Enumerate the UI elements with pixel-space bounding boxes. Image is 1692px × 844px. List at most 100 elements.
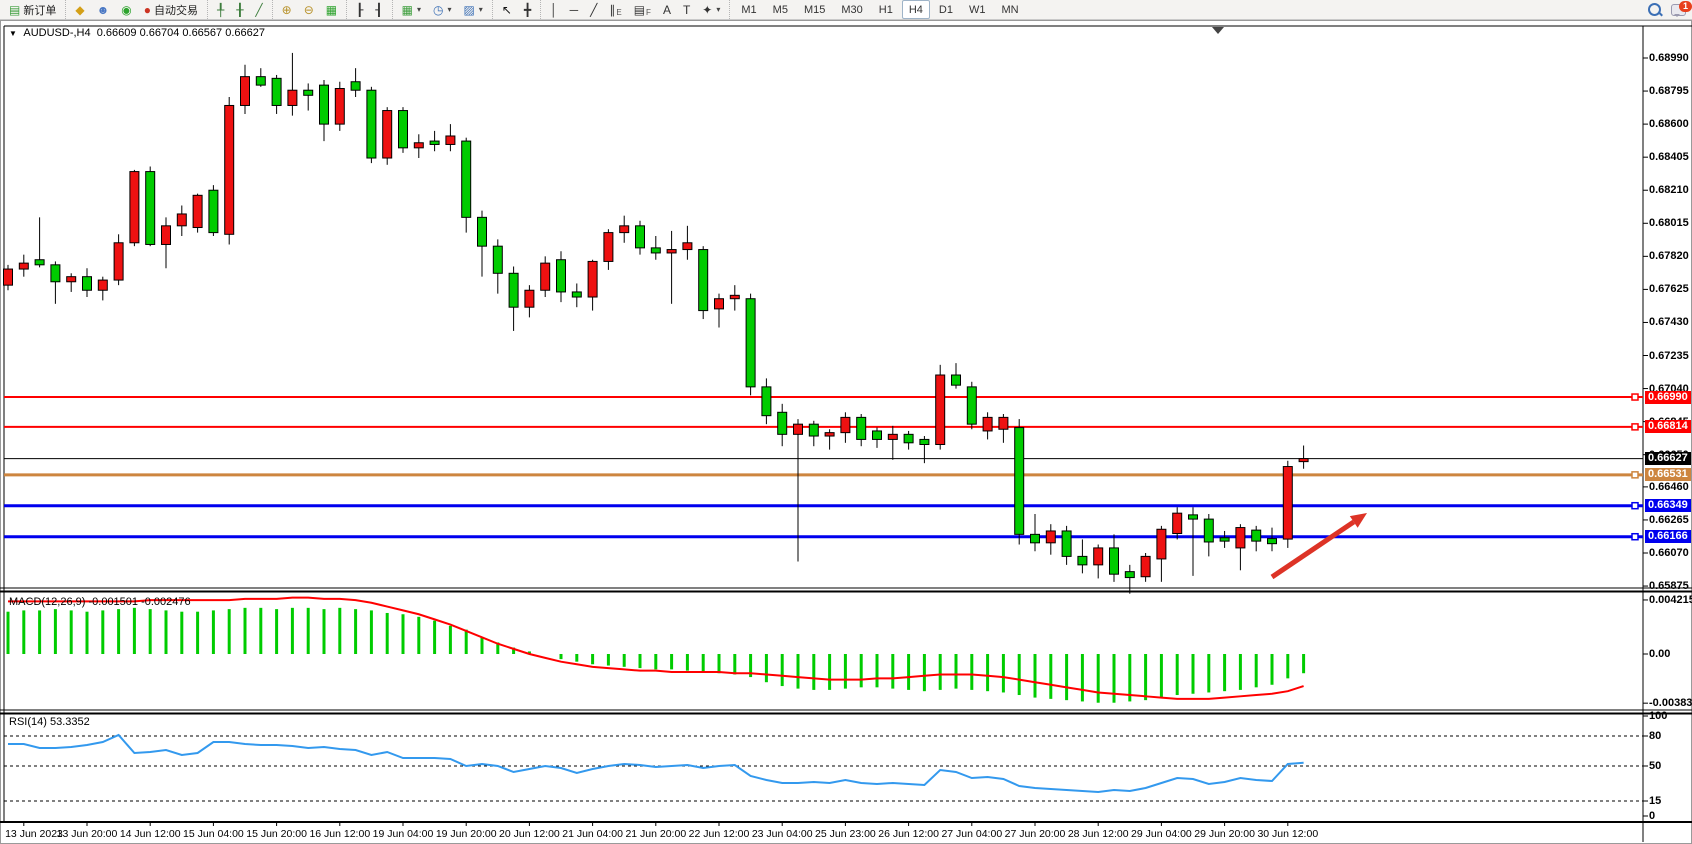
- rsi-label: RSI(14) 53.3352: [9, 716, 90, 728]
- timeframe-d1-button[interactable]: D1: [938, 3, 953, 16]
- price-tick-label: 0.65875: [1649, 580, 1689, 593]
- rsi-axis-label: 80: [1649, 730, 1662, 742]
- chart-shift-button[interactable]: ┨: [370, 0, 387, 19]
- rsi-line: [8, 733, 1304, 794]
- bar-low: 0.66567: [182, 27, 223, 39]
- vertical-line-tool-icon: │: [550, 2, 558, 17]
- equidistant-channel-tool-button[interactable]: ∥ E: [604, 0, 626, 19]
- zoom-out-button[interactable]: ⊖: [299, 0, 319, 19]
- symbol-title: ▼ AUDUSD-,H4 0.66609 0.66704 0.66567 0.6…: [9, 27, 265, 39]
- timeframe-m1-button[interactable]: M1: [741, 3, 757, 16]
- candle-9: [145, 171, 156, 245]
- profile-button[interactable]: ☻: [92, 0, 115, 19]
- auto-trading-button[interactable]: ● 自动交易: [139, 0, 203, 19]
- timeframe-w1-button[interactable]: W1: [968, 3, 986, 16]
- candle-42: [666, 249, 677, 254]
- cursor-tool-button[interactable]: ↖: [497, 0, 517, 19]
- candle-61: [966, 386, 977, 425]
- candle-4: [66, 276, 77, 283]
- chart-periods-button[interactable]: ◷ ▾: [428, 0, 457, 19]
- trendline-tool-button[interactable]: ╱: [585, 0, 602, 19]
- search-icon[interactable]: [1648, 3, 1661, 16]
- horizontal-line-0.66349[interactable]: [4, 501, 1643, 510]
- vertical-line-tool-button[interactable]: │: [545, 0, 563, 19]
- zoom-in-button[interactable]: ⊕: [277, 0, 297, 19]
- text-label-tool-button[interactable]: T: [678, 0, 695, 19]
- timeframe-m15-button[interactable]: M15: [803, 3, 826, 16]
- horizontal-line-0.66166[interactable]: [4, 532, 1643, 541]
- time-tick-label: 20 Jun 12:00: [499, 828, 560, 840]
- crosshair-tool-button[interactable]: ╋: [519, 0, 536, 19]
- notifications-icon[interactable]: 1: [1671, 0, 1692, 17]
- symbol-dropdown-icon[interactable]: ▼: [9, 29, 17, 38]
- candle-38: [603, 232, 614, 262]
- tile-windows-button[interactable]: ▦: [321, 0, 342, 19]
- candle-57: [903, 433, 914, 444]
- chart-shift-marker[interactable]: [1212, 27, 1224, 34]
- notification-badge: 1: [1679, 0, 1692, 12]
- candle-58: [919, 438, 930, 446]
- candle-68: [1077, 555, 1088, 566]
- price-tick-label: 0.66070: [1649, 546, 1689, 559]
- horizontal-line-0.66814[interactable]: [4, 423, 1643, 431]
- candle-39: [619, 225, 630, 234]
- macd-pane[interactable]: [6, 596, 1306, 703]
- arrows-tool-icon: ✦: [702, 2, 713, 17]
- chart-window[interactable]: ▼ AUDUSD-,H4 0.66609 0.66704 0.66567 0.6…: [0, 20, 1692, 844]
- horizontal-line-0.66990[interactable]: [4, 393, 1643, 401]
- fibonacci-tool-icon: ▤: [633, 2, 646, 17]
- macd-label: MACD(12,26,9) -0.001501 -0.002476: [9, 596, 191, 608]
- new-order-button[interactable]: ▤ 新订单: [4, 0, 61, 19]
- chart-templates-dropdown-icon[interactable]: ▾: [478, 5, 483, 14]
- toolbar-right: 1: [1648, 0, 1692, 19]
- line-chart-mode-button[interactable]: ╱: [250, 0, 267, 19]
- rsi-axis-label: 100: [1649, 710, 1668, 722]
- arrows-tool-dropdown-icon[interactable]: ▾: [716, 5, 721, 14]
- timeframe-h4-button[interactable]: H4: [901, 0, 930, 19]
- fibonacci-tool-button[interactable]: ▤ F: [629, 0, 656, 19]
- price-badge-0.66349: 0.66349: [1645, 499, 1691, 513]
- chart-periods-dropdown-icon[interactable]: ▾: [447, 5, 452, 14]
- candle-25: [398, 110, 408, 149]
- horizontal-line-0.66531[interactable]: [4, 471, 1643, 479]
- market-watch-icon: ◆: [75, 2, 85, 17]
- timeframe-m5-button[interactable]: M5: [772, 3, 788, 16]
- candle-77: [1219, 537, 1230, 542]
- bar-chart-mode-button[interactable]: ╀: [212, 0, 229, 19]
- new-chart-button[interactable]: ▦ ▾: [397, 0, 426, 19]
- candle-28: [445, 135, 456, 145]
- candle-16: [255, 76, 266, 86]
- timeframe-m30-button[interactable]: M30: [841, 3, 863, 16]
- market-watch-button[interactable]: ◆: [70, 0, 89, 19]
- candle-67: [1061, 530, 1072, 557]
- candle-19: [303, 89, 314, 96]
- toolbar-group: ⊕ ⊖ ▦: [271, 0, 346, 19]
- candle-7: [113, 242, 124, 281]
- new-chart-dropdown-icon[interactable]: ▾: [416, 5, 421, 14]
- timeframe-mn-button[interactable]: MN: [1001, 3, 1019, 16]
- auto-scroll-button[interactable]: ┠: [351, 0, 368, 19]
- signals-button[interactable]: ◉: [116, 0, 136, 19]
- trend-arrow-annotation[interactable]: [1270, 513, 1367, 580]
- chart-templates-button[interactable]: ▨ ▾: [458, 0, 487, 19]
- timeframe-h1-button[interactable]: H1: [878, 3, 893, 16]
- new-order-icon: ▤: [9, 2, 21, 17]
- text-tool-button[interactable]: A: [658, 0, 676, 19]
- bar-close: 0.66627: [225, 27, 265, 39]
- candle-65: [1030, 533, 1040, 544]
- horizontal-line-tool-button[interactable]: ─: [565, 0, 584, 19]
- candle-33: [524, 289, 535, 308]
- tile-windows-icon: ▦: [325, 2, 338, 17]
- bar-open: 0.66609: [96, 27, 137, 39]
- candle-5: [82, 276, 92, 291]
- macd-signal-line: [8, 596, 1304, 700]
- rsi-pane[interactable]: [4, 733, 1643, 802]
- equidistant-channel-tool-icon: ∥: [609, 2, 616, 17]
- candlestick-mode-button[interactable]: ╂: [231, 0, 248, 19]
- arrows-tool-button[interactable]: ✦ ▾: [697, 0, 725, 19]
- price-tick-label: 0.68015: [1649, 217, 1689, 230]
- candle-59: [935, 374, 946, 446]
- time-tick-label: 16 Jun 12:00: [309, 828, 371, 840]
- chart-canvas[interactable]: [0, 20, 1692, 844]
- timeframe-group: M1 M5 M15 M30 H1 H4 D1 W1 MN: [729, 0, 1029, 19]
